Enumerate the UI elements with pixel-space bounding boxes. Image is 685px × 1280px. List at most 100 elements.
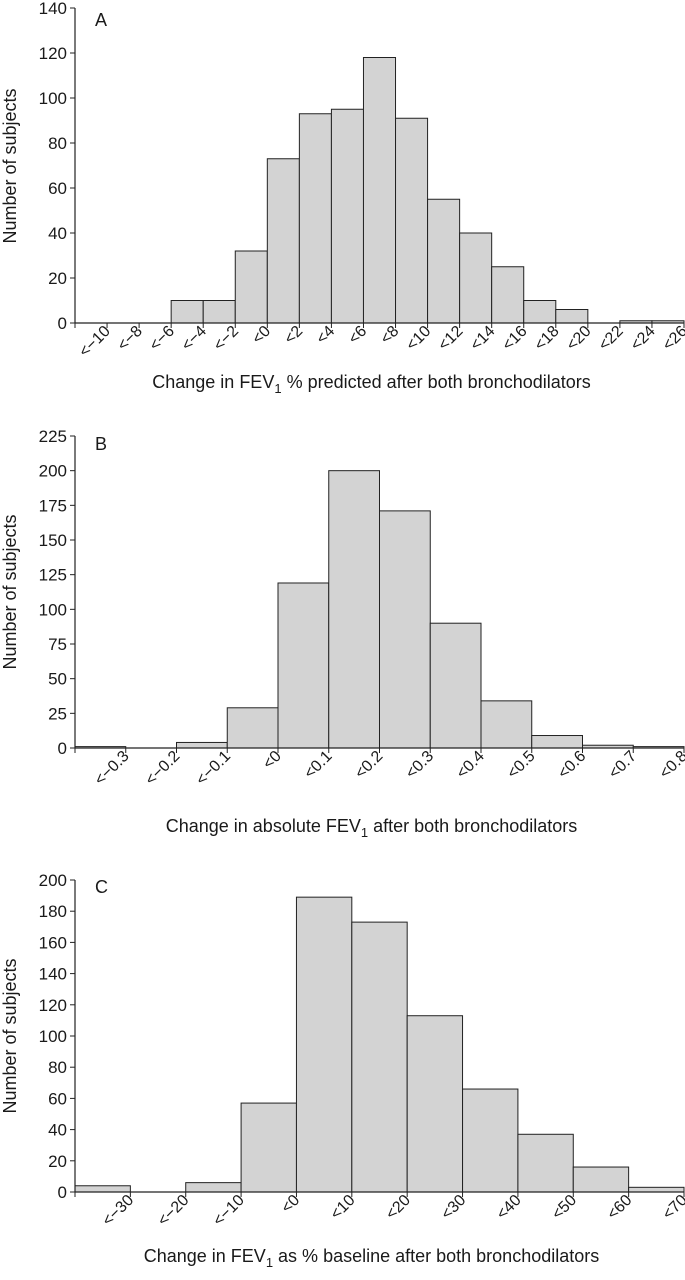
x-axis-title: Change in FEV1 % predicted after both br…	[152, 372, 591, 396]
bar-a-5	[234, 250, 268, 324]
bar-c-6	[406, 1015, 464, 1193]
x-tick-label: <0.8	[656, 748, 685, 782]
y-tick-label: 20	[48, 1152, 67, 1171]
y-tick-label: 200	[39, 871, 67, 890]
y-tick-label: 0	[58, 314, 67, 333]
x-tick-label: <70	[660, 1192, 685, 1223]
bar-c-5	[351, 921, 408, 1193]
x-tick-label: <16	[499, 323, 530, 354]
y-tick-label: 175	[39, 496, 67, 515]
bar-c-7	[462, 1088, 519, 1193]
y-axis-title: Number of subjects	[0, 514, 20, 669]
y-tick-label: 200	[39, 462, 67, 481]
panel-letter: A	[95, 10, 107, 30]
x-tick-label: <−10	[210, 1192, 248, 1230]
y-tick-label: 100	[39, 89, 67, 108]
x-tick-label: <20	[563, 323, 594, 354]
x-tick-label: <−2	[211, 323, 243, 355]
panel-a: 0 20 40 60 80 100 120 140 <−10 <−8 <−6 <−4 <−2 <0 <2 <4…	[0, 0, 685, 396]
x-tick-label: <0.5	[504, 748, 538, 782]
y-tick-label: 100	[39, 1027, 67, 1046]
x-tick-label: <20	[383, 1192, 414, 1223]
x-tick-label: <0.4	[453, 748, 487, 782]
x-tick-label: <8	[377, 323, 402, 348]
y-tick-label: 120	[39, 996, 67, 1015]
x-tick-label: <2	[281, 323, 306, 348]
bar-a-4	[202, 300, 236, 324]
bar-a-8	[330, 108, 364, 324]
y-tick-label: 140	[39, 0, 67, 18]
x-tick-label: <10	[327, 1192, 358, 1223]
bar-c-9	[572, 1166, 630, 1193]
x-tick-label: <−30	[99, 1192, 137, 1230]
x-tick-label: <−6	[146, 323, 178, 355]
y-tick-label: 20	[48, 269, 67, 288]
x-tick-label: <14	[467, 323, 498, 354]
x-tick-label: <18	[531, 323, 562, 354]
y-axis-title: Number of subjects	[0, 958, 20, 1113]
bar-a-13	[491, 266, 525, 324]
x-tick-label: <−0.2	[142, 748, 183, 789]
bar-b-7	[429, 622, 482, 749]
x-tick-label: <26	[660, 323, 685, 354]
bar-a-12	[459, 232, 493, 324]
x-tick-label: <−0.3	[92, 748, 133, 789]
bar-b-5	[328, 470, 380, 749]
bar-a-7	[298, 113, 332, 324]
y-tick-label: 40	[48, 1121, 67, 1140]
x-tick-label: <0	[278, 1192, 303, 1217]
bar-b-9	[531, 735, 583, 749]
bar-b-6	[379, 510, 431, 749]
panel-letter: B	[95, 434, 107, 454]
x-tick-label: <12	[435, 323, 466, 354]
x-tick-label: <40	[494, 1192, 525, 1223]
bar-c-3	[240, 1102, 297, 1193]
y-tick-label: 75	[48, 635, 67, 654]
y-tick-label: 40	[48, 224, 67, 243]
bar-a-6	[266, 158, 300, 324]
panel-c: 0 20 40 60 80 100 120 140 160 180 200 <−30 <−20 <−10 <…	[0, 871, 685, 1270]
bar-a-10	[395, 117, 429, 324]
x-tick-label: <10	[403, 323, 434, 354]
y-tick-label: 180	[39, 902, 67, 921]
x-tick-label: <0	[260, 748, 285, 773]
panel-b: 0 25 50 75 100 125 150 175 200 225 <−0.3 <−0.2 <−0.1…	[0, 427, 685, 840]
x-tick-label: <−8	[114, 323, 146, 355]
bar-c-4	[295, 896, 353, 1193]
y-tick-label: 120	[39, 44, 67, 63]
bar-a-3	[170, 300, 204, 324]
y-tick-label: 60	[48, 1089, 67, 1108]
y-tick-label: 80	[48, 1058, 67, 1077]
y-tick-label: 25	[48, 704, 67, 723]
bar-a-14	[523, 300, 557, 324]
bar-c-10	[628, 1186, 685, 1193]
x-tick-label: <60	[604, 1192, 635, 1223]
bar-c-0	[74, 1185, 131, 1193]
x-tick-label: <0.3	[403, 748, 437, 782]
bar-b-4	[277, 582, 330, 749]
y-tick-label: 150	[39, 531, 67, 550]
x-tick-label: <24	[628, 323, 659, 354]
y-tick-label: 50	[48, 670, 67, 689]
bar-a-15	[555, 309, 589, 324]
x-tick-label: <0	[249, 323, 274, 348]
x-tick-label: <4	[313, 323, 338, 348]
x-tick-label: <0.2	[352, 748, 386, 782]
bar-a-11	[427, 198, 461, 324]
x-tick-label: <−4	[179, 323, 211, 355]
y-tick-label: 140	[39, 965, 67, 984]
x-tick-label: <−0.1	[193, 748, 234, 789]
bar-c-2	[185, 1182, 242, 1193]
bar-c-8	[517, 1133, 574, 1193]
x-tick-label: <22	[596, 323, 627, 354]
x-tick-label: <0.7	[606, 748, 640, 782]
x-axis-title: Change in FEV1 as % baseline after both …	[144, 1246, 600, 1270]
y-tick-label: 225	[39, 427, 67, 446]
bar-b-3	[226, 707, 279, 749]
x-tick-label: <−20	[155, 1192, 193, 1230]
x-axis-title: Change in absolute FEV1 after both bronc…	[166, 816, 578, 840]
x-tick-label: <0.1	[301, 748, 335, 782]
y-tick-label: 160	[39, 933, 67, 952]
x-tick-label: <30	[438, 1192, 469, 1223]
